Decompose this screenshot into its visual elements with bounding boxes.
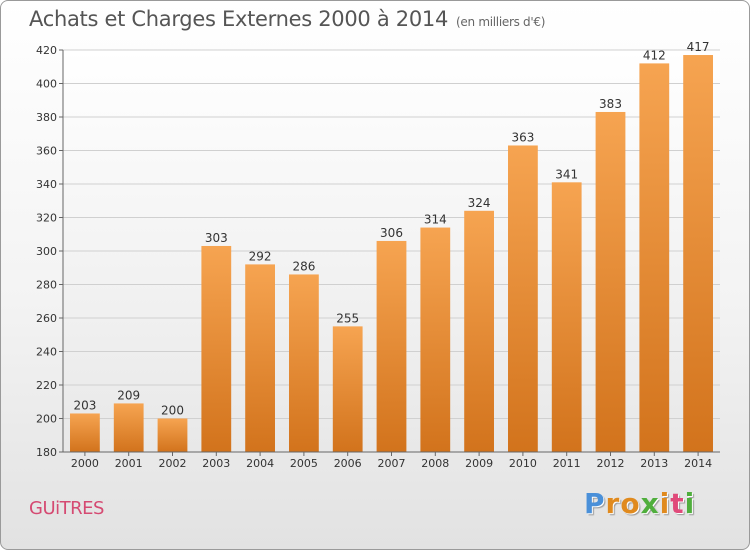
chart-title: Achats et Charges Externes 2000 à 2014 (e…: [29, 7, 545, 31]
bar-value-label: 209: [117, 388, 140, 402]
bar-value-label: 203: [73, 398, 96, 412]
logo-letter: P: [584, 487, 606, 520]
bar-value-label: 383: [599, 97, 622, 111]
y-tick-label: 320: [36, 212, 57, 225]
y-tick-label: 200: [36, 413, 57, 426]
x-tick-label: 2012: [597, 457, 625, 470]
bar-value-label: 412: [643, 48, 666, 62]
bar-value-label: 286: [292, 259, 315, 273]
bar: [551, 182, 582, 452]
bar: [245, 264, 275, 452]
bar: [113, 403, 144, 452]
logo-letter: t: [670, 487, 685, 520]
bar-value-label: 306: [380, 226, 403, 240]
y-tick-label: 380: [36, 111, 57, 124]
x-tick-label: 2001: [115, 457, 143, 470]
x-tick-label: 2004: [246, 457, 274, 470]
bar-value-label: 341: [555, 167, 578, 181]
bar-value-label: 324: [468, 196, 491, 210]
logo-letter: i: [659, 487, 671, 520]
chart-subtitle: (en milliers d'€): [456, 15, 546, 29]
x-tick-label: 2010: [509, 457, 537, 470]
y-tick-label: 360: [36, 145, 57, 158]
logo-letter: x: [640, 487, 660, 520]
y-tick-label: 300: [36, 245, 57, 258]
bar-value-label: 314: [424, 213, 447, 227]
axes: 180 200 220 240 260 280 300 320 340 360 380 400 420 2…: [36, 44, 720, 470]
y-tick-label: 280: [36, 279, 57, 292]
x-tick-label: 2002: [159, 457, 187, 470]
bar: [332, 326, 363, 452]
x-tick-label: 2014: [684, 457, 712, 470]
y-tick-label: 260: [36, 312, 57, 325]
bar: [157, 418, 188, 452]
y-tick-label: 400: [36, 78, 57, 91]
bar-value-label: 363: [511, 130, 534, 144]
logo-letter: o: [620, 487, 641, 520]
x-tick-label: 2005: [290, 457, 318, 470]
bar: [420, 227, 451, 452]
bars: 203 209 200 303 292 286 255 306 314 324 363 341 383 4…: [70, 40, 713, 453]
x-tick-label: 2007: [378, 457, 406, 470]
x-tick-label: 2013: [640, 457, 668, 470]
y-tick-label: 220: [36, 379, 57, 392]
logo-letter: r: [605, 487, 621, 520]
y-tick-label: 240: [36, 346, 57, 359]
bar-value-label: 200: [161, 404, 184, 418]
bar: [70, 413, 100, 452]
y-tick-label: 180: [36, 446, 57, 459]
y-tick-label: 420: [36, 44, 57, 57]
bar-value-label: 292: [249, 249, 272, 263]
bar: [289, 274, 319, 452]
chart-title-text: Achats et Charges Externes 2000 à 2014: [29, 7, 449, 31]
x-tick-label: 2000: [71, 457, 99, 470]
bar: [508, 145, 538, 452]
bar: [376, 240, 407, 452]
x-tick-label: 2003: [202, 457, 230, 470]
bar-value-label: 417: [687, 40, 710, 54]
x-tick-label: 2011: [553, 457, 581, 470]
bar: [639, 63, 670, 453]
y-tick-label: 340: [36, 178, 57, 191]
logo-letter: i: [684, 487, 696, 520]
bar: [464, 210, 494, 452]
x-tick-label: 2008: [421, 457, 449, 470]
bar: [683, 55, 713, 453]
bar: [595, 111, 626, 452]
bar-value-label: 303: [205, 231, 228, 245]
bar-value-label: 255: [336, 311, 359, 325]
town-name: GUiTRES: [29, 498, 104, 519]
bar: [201, 245, 232, 452]
x-tick-label: 2009: [465, 457, 493, 470]
proxiti-logo[interactable]: Proxiti: [584, 487, 695, 520]
x-tick-label: 2006: [334, 457, 362, 470]
